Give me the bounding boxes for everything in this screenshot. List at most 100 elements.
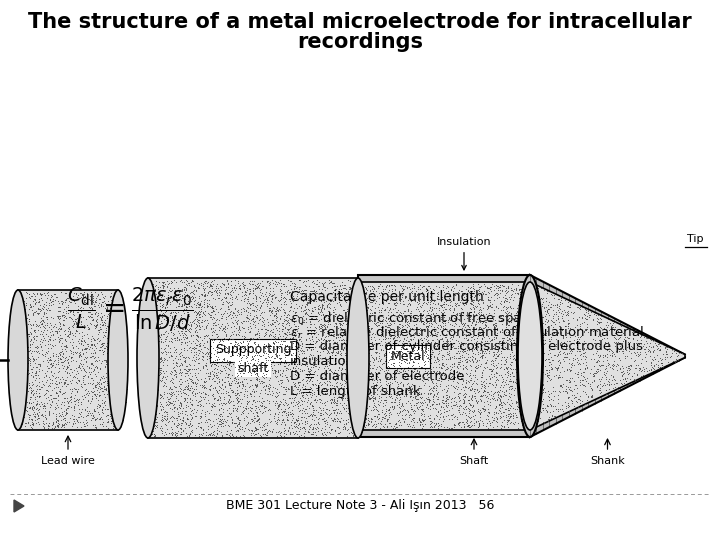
Point: [546, 401, 557, 410]
Point: [310, 425, 322, 434]
Point: [187, 287, 199, 295]
Point: [297, 307, 309, 315]
Point: [591, 368, 603, 376]
Point: [288, 318, 300, 326]
Point: [325, 408, 337, 417]
Point: [264, 380, 276, 389]
Point: [251, 343, 262, 352]
Point: [364, 370, 376, 379]
Point: [205, 406, 217, 415]
Point: [96, 408, 108, 416]
Point: [325, 329, 337, 338]
Point: [114, 368, 126, 377]
Point: [401, 315, 413, 323]
Point: [165, 385, 176, 394]
Point: [436, 395, 448, 404]
Point: [134, 314, 145, 322]
Point: [9, 355, 21, 364]
Point: [531, 326, 542, 335]
Point: [409, 407, 420, 415]
Point: [373, 349, 384, 358]
Point: [157, 294, 168, 303]
Point: [29, 394, 40, 403]
Point: [75, 423, 86, 431]
Point: [62, 342, 73, 351]
Point: [361, 324, 373, 333]
Point: [29, 359, 40, 368]
Point: [580, 390, 592, 399]
Point: [508, 315, 519, 324]
Point: [315, 322, 327, 331]
Point: [389, 376, 400, 385]
Point: [491, 387, 503, 396]
Point: [282, 404, 294, 413]
Point: [149, 318, 161, 327]
Point: [521, 329, 532, 338]
Point: [137, 300, 148, 309]
Point: [344, 390, 356, 399]
Point: [64, 307, 76, 316]
Point: [289, 401, 300, 409]
Point: [373, 293, 384, 302]
Point: [85, 368, 96, 376]
Point: [221, 360, 233, 368]
Point: [205, 302, 217, 311]
Point: [76, 408, 87, 417]
Point: [33, 389, 45, 398]
Point: [237, 319, 248, 327]
Point: [135, 336, 146, 345]
Point: [385, 280, 397, 289]
Point: [116, 323, 127, 332]
Point: [502, 404, 513, 413]
Point: [40, 330, 52, 339]
Point: [602, 353, 613, 361]
Point: [105, 330, 117, 339]
Point: [27, 380, 39, 389]
Point: [156, 353, 167, 362]
Point: [434, 367, 446, 376]
Point: [563, 377, 575, 386]
Point: [67, 418, 78, 427]
Point: [450, 421, 462, 429]
Point: [246, 399, 258, 408]
Point: [186, 346, 197, 355]
Point: [287, 306, 299, 315]
Point: [517, 306, 528, 315]
Point: [353, 281, 364, 289]
Point: [624, 347, 635, 355]
Point: [199, 343, 211, 352]
Point: [104, 364, 115, 373]
Point: [250, 303, 261, 312]
Point: [205, 341, 217, 350]
Point: [197, 349, 209, 357]
Point: [389, 334, 400, 343]
Point: [176, 286, 187, 294]
Point: [224, 396, 235, 404]
Point: [342, 357, 354, 366]
Point: [390, 347, 402, 355]
Point: [19, 381, 31, 390]
Point: [141, 427, 153, 435]
Point: [528, 326, 540, 334]
Point: [13, 396, 24, 405]
Point: [269, 318, 280, 326]
Point: [468, 293, 480, 301]
Point: [309, 362, 320, 371]
Point: [459, 356, 471, 364]
Point: [182, 292, 194, 301]
Point: [247, 361, 258, 370]
Point: [151, 418, 163, 427]
Point: [251, 300, 263, 309]
Point: [180, 403, 192, 411]
Point: [118, 401, 130, 410]
Point: [48, 357, 60, 366]
Point: [189, 281, 200, 290]
Point: [581, 312, 593, 320]
Point: [271, 313, 282, 321]
Point: [383, 418, 395, 427]
Point: [456, 324, 468, 333]
Point: [116, 369, 127, 377]
Point: [217, 405, 229, 414]
Point: [425, 339, 436, 347]
Point: [252, 411, 264, 420]
